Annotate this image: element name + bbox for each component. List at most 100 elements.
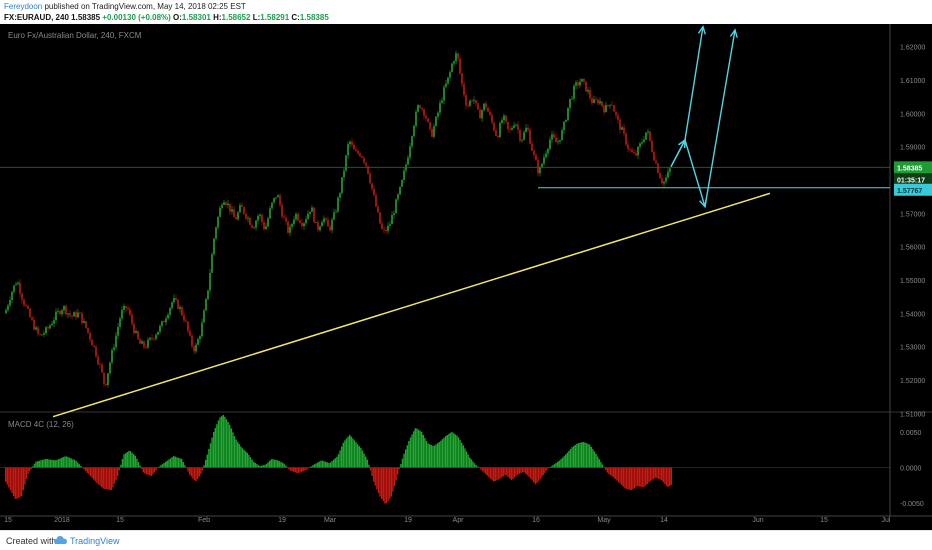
candle-body <box>115 335 117 348</box>
macd-bar <box>69 457 71 468</box>
candle-body <box>365 162 367 166</box>
macd-bar <box>478 467 480 469</box>
macd-bar <box>445 436 447 468</box>
candle-body <box>13 285 15 292</box>
candle-body <box>271 202 273 209</box>
macd-bar <box>512 467 514 480</box>
price-axis[interactable]: 1.620001.610001.600001.590001.580001.570… <box>900 45 925 508</box>
candle-body <box>653 152 655 161</box>
macd-bar <box>176 457 178 468</box>
macd-bar <box>155 467 157 471</box>
candle-body <box>471 100 473 102</box>
macd-bar <box>153 467 156 473</box>
candle-body <box>453 61 455 64</box>
macd-bar <box>225 419 228 468</box>
candle-body <box>549 139 551 149</box>
candle-body <box>469 100 471 106</box>
macd-bar <box>70 458 72 468</box>
macd-bar <box>17 467 20 498</box>
candle-body <box>137 331 139 340</box>
macd-bar <box>574 444 576 468</box>
macd-bar <box>105 467 108 490</box>
candle-body <box>247 218 249 219</box>
candle-body <box>105 383 107 386</box>
candle-body <box>119 318 121 327</box>
candle-body <box>625 133 627 145</box>
macd-bar <box>571 447 573 468</box>
candle-body <box>143 341 145 347</box>
macd-bar <box>125 453 127 468</box>
macd-bar <box>437 443 439 468</box>
macd-bar <box>65 456 68 468</box>
candle-body <box>533 150 535 155</box>
macd-bar <box>321 460 324 468</box>
candle-body <box>315 222 317 223</box>
candle-body <box>409 146 411 158</box>
candle-body <box>63 306 65 311</box>
candle-body <box>379 212 381 224</box>
macd-bar <box>429 444 431 468</box>
time-tick-label: 16 <box>532 517 540 524</box>
macd-bar <box>552 465 554 468</box>
macd-bar <box>349 434 351 468</box>
candle-body <box>475 100 477 104</box>
macd-bar <box>480 467 482 470</box>
macd-bar <box>400 463 402 468</box>
time-tick-label: 15 <box>4 517 12 524</box>
macd-bar <box>133 454 135 468</box>
candle-body <box>55 311 57 321</box>
candle-body <box>429 122 431 129</box>
candle-body <box>251 224 253 228</box>
candle-body <box>399 186 401 195</box>
time-axis[interactable]: 15 2018 15 Feb 19 Mar 19 Apr 16 May 14 Jun 15 Jul <box>4 517 891 524</box>
candle-body <box>215 227 217 239</box>
macd-bar <box>414 428 416 468</box>
macd-bar <box>32 466 34 468</box>
candle-body <box>301 222 303 227</box>
candle-body <box>15 284 17 286</box>
author-link[interactable]: Fereydoon <box>4 2 43 11</box>
candle-body <box>283 216 285 218</box>
candle-body <box>609 104 611 106</box>
macd-bar <box>341 446 343 468</box>
symbol-label[interactable]: FX:EURAUD, 240 <box>4 13 69 22</box>
macd-bar <box>35 461 37 468</box>
candle-body <box>553 134 555 138</box>
candle-body <box>189 330 191 336</box>
price-chart[interactable]: Euro Fx/Australian Dollar, 240, FXCM MAC… <box>0 24 932 530</box>
macd-bar <box>241 448 244 468</box>
macd-bar <box>382 467 384 502</box>
candle-body <box>37 327 39 334</box>
candle-body <box>473 100 475 102</box>
candle-body <box>327 219 329 227</box>
candle-body <box>117 326 119 336</box>
candle-body <box>323 218 325 223</box>
macd-bar <box>280 461 282 468</box>
candle-body <box>381 223 383 229</box>
candle-body <box>415 111 417 126</box>
candle-body <box>39 333 41 335</box>
candle-body <box>403 170 405 180</box>
macd-bar <box>597 456 599 468</box>
macd-bar <box>86 467 88 473</box>
candle-body <box>373 188 375 196</box>
macd-bar <box>568 450 570 468</box>
macd-bar <box>160 465 162 468</box>
macd-bar <box>169 458 172 468</box>
macd-bar <box>93 467 95 480</box>
macd-bar <box>598 459 600 468</box>
macd-bar <box>542 467 544 476</box>
macd-bar <box>136 458 138 468</box>
macd-bar <box>387 467 389 502</box>
candle-body <box>561 130 563 141</box>
tradingview-brand-link[interactable]: TradingView <box>70 536 120 546</box>
macd-bar <box>467 454 469 468</box>
candle-body <box>77 312 79 318</box>
macd-bar <box>473 463 476 468</box>
chart-area[interactable]: Euro Fx/Australian Dollar, 240, FXCM MAC… <box>0 24 932 530</box>
tradingview-cloud-icon[interactable] <box>54 534 68 546</box>
macd-bar <box>489 467 492 479</box>
price-tick-label: 1.57000 <box>900 211 925 218</box>
candle-body <box>369 173 371 184</box>
macd-bar <box>563 456 565 468</box>
